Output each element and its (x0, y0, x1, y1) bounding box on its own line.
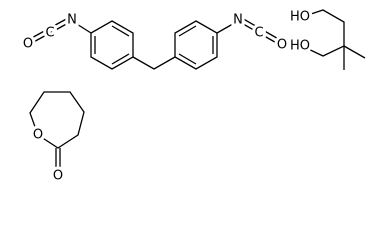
ring (90, 20, 134, 70)
atom-labels: O C N N C O HO HO O O (20, 7, 313, 187)
atom-label: O (23, 37, 33, 52)
atom-label: O (277, 38, 287, 53)
structure-diagram: O C N N C O HO HO O O (20, 7, 366, 187)
bond (178, 53, 197, 65)
bond (216, 20, 239, 34)
bond (239, 16, 262, 30)
bonds (27, 9, 366, 175)
bond (258, 32, 281, 46)
bond (111, 25, 130, 37)
atom-label: HO (290, 10, 310, 25)
bond (111, 53, 130, 65)
atom-label: O (33, 128, 43, 143)
bond (237, 20, 260, 34)
bond (132, 56, 176, 70)
bond (343, 45, 366, 59)
atom-label: C (45, 26, 54, 41)
bond (47, 16, 71, 30)
bond (71, 20, 92, 34)
bond (27, 28, 49, 41)
bond (301, 9, 345, 57)
atom-label: O (53, 169, 63, 184)
bond (178, 25, 197, 37)
ring (29, 91, 85, 149)
bond (260, 28, 283, 42)
bond (29, 32, 51, 45)
atom-label: N (233, 13, 243, 28)
ring (174, 20, 218, 70)
atom-label: HO (290, 39, 310, 54)
atom-label: C (254, 26, 263, 41)
atom-label: N (67, 13, 77, 28)
bond (49, 20, 73, 34)
